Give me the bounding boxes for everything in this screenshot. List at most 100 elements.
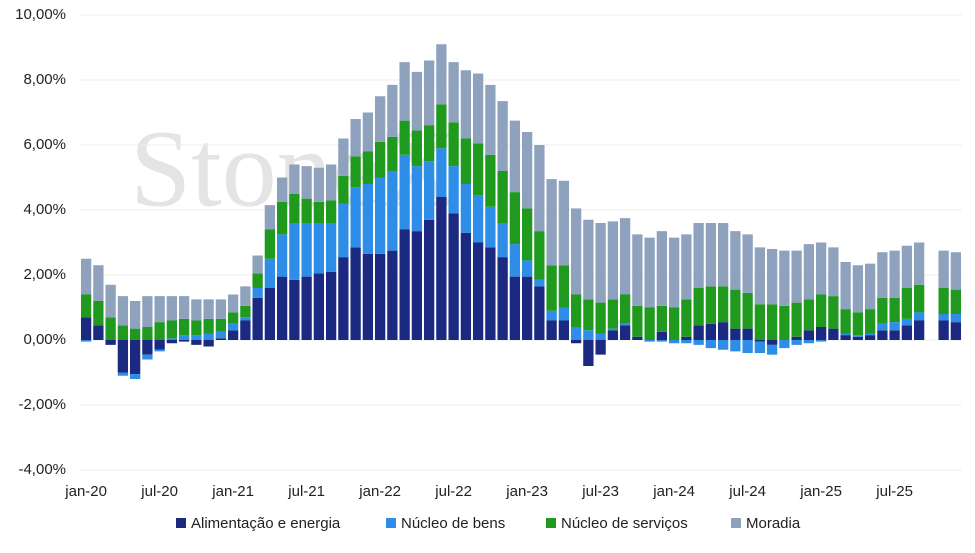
bar-segment (791, 250, 802, 303)
bar-segment (546, 179, 557, 266)
bar-segment (166, 338, 178, 340)
bar-segment (436, 148, 447, 197)
bar-segment (558, 265, 570, 308)
bar-segment (717, 340, 729, 350)
bar-segment (387, 171, 398, 251)
bar-segment (877, 330, 888, 340)
x-tick-label: jan-24 (652, 483, 695, 500)
bar-segment (191, 335, 202, 340)
bar-segment (80, 294, 92, 318)
bar-segment (595, 223, 606, 303)
bar-segment (227, 312, 239, 324)
bar-segment (546, 310, 557, 321)
bar-segment (93, 325, 104, 340)
bar-segment (570, 208, 582, 295)
bar-segment (460, 70, 472, 139)
bar-segment (325, 223, 337, 272)
bar-segment (472, 143, 484, 196)
bar-segment (632, 234, 643, 306)
x-tick-label: jul-23 (581, 483, 619, 500)
bar-segment (877, 252, 888, 298)
bar-segment (840, 333, 851, 336)
bar-segment (191, 320, 202, 336)
bar-segment (558, 320, 570, 340)
bar-segment (779, 250, 790, 306)
bar-segment (289, 279, 300, 340)
bar-segment (215, 299, 227, 319)
bar-segment (448, 122, 459, 167)
bar-segment (142, 327, 153, 340)
bar-segment (362, 253, 374, 340)
legend-label: Núcleo de serviços (561, 515, 688, 532)
bar-segment (215, 338, 227, 340)
bar-segment (166, 340, 178, 344)
bar-segment (191, 340, 202, 345)
bar-segment (791, 340, 802, 345)
bar-segment (779, 305, 790, 340)
bar-segment (436, 44, 447, 105)
bar-segment (693, 223, 704, 288)
y-tick-label: 4,00% (23, 201, 66, 218)
bar-segment (840, 309, 851, 334)
bar-segment (80, 317, 92, 340)
bar-segment (509, 244, 521, 277)
x-tick-label: jan-22 (358, 483, 401, 500)
bar-segment (766, 249, 778, 305)
bar-segment (938, 320, 949, 340)
bar-segment (240, 286, 251, 306)
bar-segment (754, 340, 766, 342)
bar-segment (166, 296, 178, 321)
bar-segment (227, 294, 239, 313)
bar-segment (313, 167, 325, 202)
bar-segment (472, 195, 484, 243)
bar-segment (668, 307, 680, 340)
bar-segment (117, 325, 129, 340)
bar-segment (619, 325, 631, 340)
bar-segment (521, 132, 533, 209)
y-tick-label: -2,00% (18, 396, 66, 413)
bar-segment (595, 340, 606, 355)
legend-swatch (546, 518, 556, 528)
bar-segment (534, 231, 545, 280)
bar-segment (644, 307, 655, 340)
bar-segment (411, 71, 423, 131)
bar-segment (742, 340, 753, 353)
bar-segment (362, 184, 374, 254)
bar-segment (93, 301, 104, 326)
bar-segment (105, 317, 116, 340)
bar-segment (154, 349, 165, 352)
y-tick-label: 10,00% (15, 6, 66, 23)
bar-segment (521, 276, 533, 340)
bar-segment (828, 296, 839, 329)
bar-segment (399, 62, 410, 121)
bar-segment (325, 200, 337, 223)
bar-segment (693, 288, 704, 326)
bar-segment (656, 305, 668, 332)
y-tick-label: 2,00% (23, 266, 66, 283)
bar-segment (938, 288, 949, 314)
bar-segment (423, 60, 435, 126)
bar-segment (485, 206, 496, 248)
bar-segment (227, 330, 239, 340)
bar-segment (374, 141, 386, 178)
bar-segment (766, 340, 778, 345)
bar-segment (472, 242, 484, 340)
bar-segment (485, 247, 496, 340)
bar-segment (178, 340, 190, 342)
bar-segment (411, 231, 423, 340)
bar-segment (129, 328, 141, 340)
bar-segment (570, 327, 582, 340)
bar-segment (950, 289, 962, 314)
bar-segment (889, 297, 900, 323)
bar-segment (681, 336, 692, 340)
bar-segment (154, 296, 165, 323)
bar-segment (338, 138, 349, 176)
bar-segment (815, 242, 827, 295)
bar-segment (276, 276, 288, 340)
bar-segment (681, 299, 692, 337)
bar-segment (436, 104, 447, 149)
y-tick-label: -4,00% (18, 461, 66, 478)
bar-segment (852, 265, 864, 313)
bar-segment (289, 193, 300, 223)
x-tick-label: jan-25 (799, 483, 842, 500)
